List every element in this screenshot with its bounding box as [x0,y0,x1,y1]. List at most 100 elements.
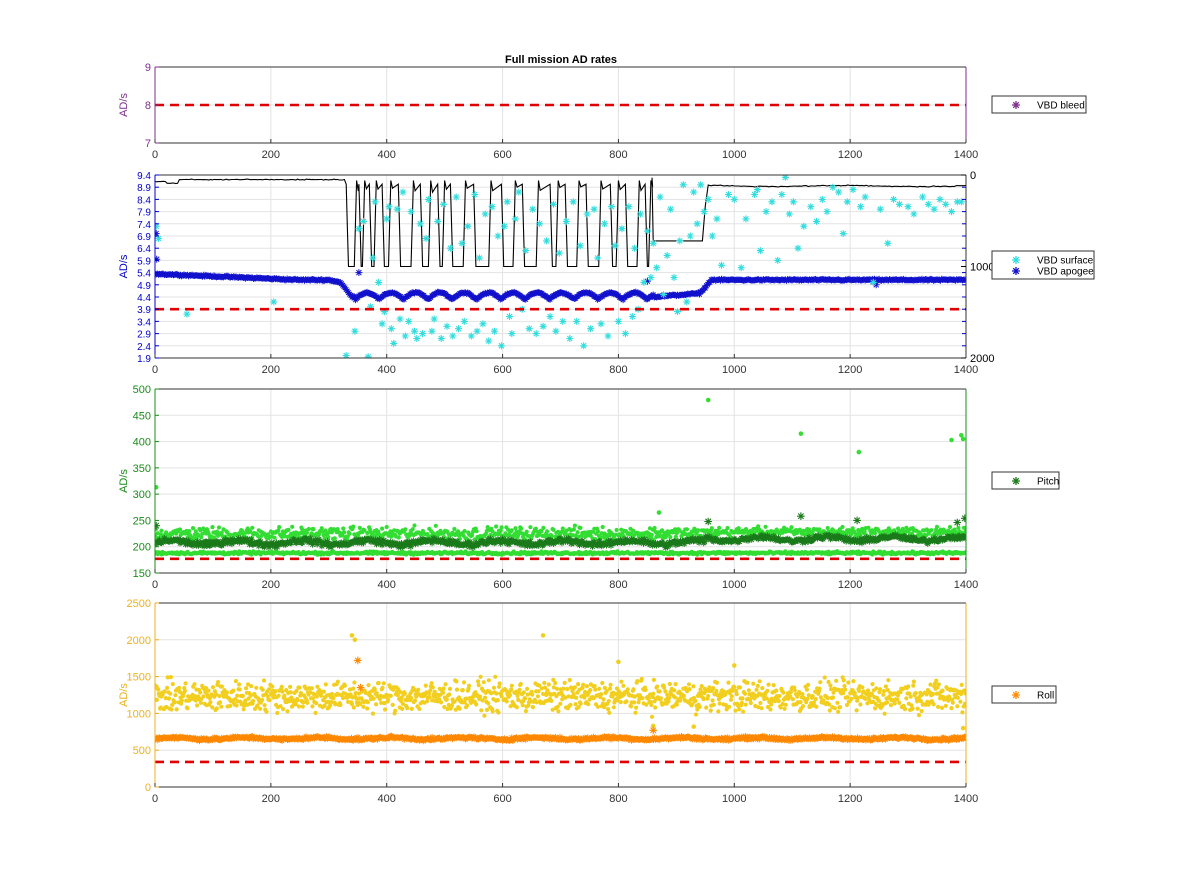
data-point [554,694,559,699]
data-point [819,535,827,543]
data-point [667,681,673,687]
data-point [539,686,544,691]
data-point [504,688,509,693]
data-point [381,681,386,686]
data-point [858,532,863,537]
vbd-surface-point [566,335,574,342]
data-point [602,685,608,691]
legend-box [991,250,1095,280]
data-point [488,532,493,538]
x-tick-label: 1000 [722,364,746,376]
vbd-surface-point [608,203,615,211]
data-point [474,702,479,707]
data-point [666,699,671,704]
data-point [963,550,966,555]
data-point [888,703,894,708]
data-point [843,687,848,692]
data-point [205,538,212,545]
data-point [825,525,830,531]
data-point [555,704,560,709]
data-point [790,697,796,702]
data-point [173,693,178,698]
data-point [175,537,182,544]
data-point [881,692,886,697]
data-point [254,685,259,690]
data-point [674,531,679,536]
data-point [477,694,483,699]
vbd-surface-point [942,200,950,208]
data-point [908,694,913,699]
x-tick-label: 1200 [838,579,862,591]
vbd-surface-point [416,220,424,228]
data-point [214,692,219,697]
vbd-surface-point [667,205,675,213]
data-point [482,713,487,718]
data-point [315,684,320,689]
data-point [897,700,902,706]
data-point [961,525,966,530]
data-point [410,527,415,532]
vbd-surface-point [818,195,826,203]
data-point [806,682,811,688]
data-point [797,512,805,520]
data-point [633,710,638,715]
vbd-surface-point [647,274,655,281]
data-point [634,705,639,710]
data-point [651,677,657,683]
data-point [466,538,474,545]
data-point [637,538,644,546]
data-point [439,700,444,705]
data-point [248,536,255,543]
data-point [607,710,612,715]
data-point [814,535,821,542]
data-point [199,535,204,540]
data-point [764,696,769,701]
data-point [711,686,716,691]
data-point [876,698,882,703]
data-point [844,702,850,708]
vbd-surface-point [393,205,401,213]
data-point [414,694,419,699]
data-point [641,536,648,543]
vbd-surface-point [737,264,745,272]
data-point [870,682,875,687]
data-point [646,696,651,701]
series-pitch [155,512,966,551]
data-point [198,700,203,705]
vbd-surface-point [800,222,808,230]
data-point [940,688,945,693]
vbd-surface-point [407,208,415,216]
data-point [453,707,458,712]
vbd-surface-point [385,203,393,211]
x-tick-label: 1000 [722,149,746,161]
vbd-surface-point [618,225,626,233]
vbd-surface-point [697,181,705,189]
data-point [693,698,698,703]
data-point [769,702,774,707]
data-point [578,701,583,706]
data-point [781,690,786,695]
y-tick-label: 8.4 [137,195,151,206]
data-point [327,541,334,548]
data-point [672,541,680,549]
data-point [575,530,580,535]
data-point [843,538,850,545]
data-point [219,538,226,545]
data-point [656,510,662,515]
vbd-surface-point [936,195,944,203]
data-point [539,529,544,534]
vbd-surface-point [473,327,481,335]
data-point [649,714,655,719]
vbd-surface-point [679,181,687,189]
data-point [245,682,251,687]
data-point [433,523,438,528]
data-point [581,542,589,549]
data-point [454,687,460,692]
data-point [555,538,562,545]
y2-tick-label: 0 [970,170,976,182]
vbd-surface-point [446,244,454,252]
vbd-surface-point [948,208,955,216]
data-point [464,696,469,701]
data-point [249,684,254,689]
data-point [651,691,656,696]
